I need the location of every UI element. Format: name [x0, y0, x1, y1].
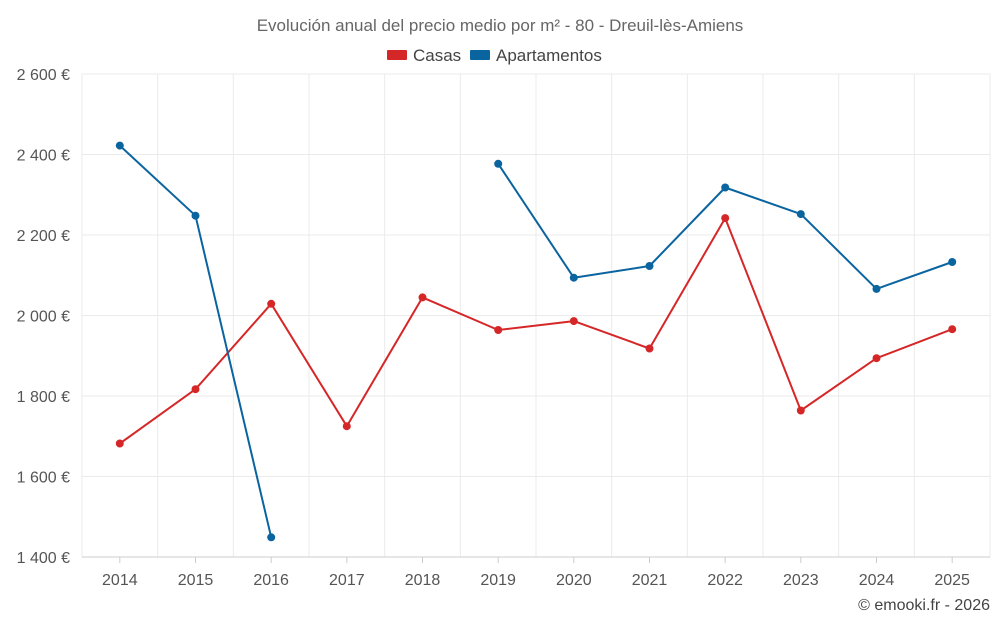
x-tick-label: 2024	[859, 572, 895, 589]
data-point-casas[interactable]	[645, 344, 654, 353]
x-tick-label: 2025	[934, 572, 970, 589]
x-tick-label: 2023	[783, 572, 819, 589]
data-point-casas[interactable]	[721, 214, 730, 223]
x-tick-label: 2015	[178, 572, 214, 589]
data-point-casas[interactable]	[872, 354, 881, 363]
data-point-casas[interactable]	[115, 439, 124, 448]
chart-title: Evolución anual del precio medio por m² …	[257, 16, 744, 35]
data-point-apartamentos[interactable]	[948, 258, 957, 266]
y-tick-label: 2 400 €	[17, 148, 70, 165]
data-point-casas[interactable]	[796, 406, 805, 415]
data-point-apartamentos[interactable]	[191, 211, 200, 220]
legend-swatch-apartamentos	[470, 50, 490, 60]
x-tick-label: 2014	[102, 572, 138, 589]
chart-credit: © emooki.fr - 2026	[858, 597, 990, 614]
data-point-casas[interactable]	[418, 293, 427, 302]
data-point-apartamentos[interactable]	[267, 533, 276, 542]
series-line-casas	[119, 217, 953, 445]
grid	[81, 73, 991, 557]
data-point-casas[interactable]	[569, 317, 578, 326]
series-line-apartamentos	[119, 144, 273, 538]
x-tick-label: 2020	[556, 572, 592, 589]
data-point-apartamentos[interactable]	[796, 210, 805, 219]
data-point-apartamentos[interactable]	[721, 183, 730, 192]
x-tick-label: 2017	[329, 572, 365, 589]
legend-swatch-casas	[387, 50, 407, 60]
data-point-casas[interactable]	[948, 325, 957, 334]
data-point-apartamentos[interactable]	[115, 141, 124, 150]
data-point-casas[interactable]	[191, 385, 200, 394]
series	[115, 141, 957, 542]
y-tick-label: 1 800 €	[17, 389, 70, 406]
x-tick-label: 2022	[707, 572, 743, 589]
x-tick-label: 2018	[405, 572, 441, 589]
x-tick-label: 2021	[632, 572, 668, 589]
x-tick-label: 2016	[253, 572, 289, 589]
data-point-apartamentos[interactable]	[569, 273, 578, 282]
data-point-casas[interactable]	[494, 326, 503, 334]
series-casas	[115, 214, 957, 448]
y-tick-label: 2 000 €	[17, 309, 70, 326]
series-line-apartamentos	[497, 163, 953, 290]
legend-label-casas: Casas	[413, 46, 461, 65]
data-point-apartamentos[interactable]	[872, 284, 881, 293]
y-tick-label: 2 200 €	[17, 228, 70, 245]
legend-item-apartamentos[interactable]: Apartamentos	[470, 46, 602, 65]
y-tick-label: 1 600 €	[17, 470, 70, 487]
series-apartamentos	[115, 141, 957, 542]
data-point-casas[interactable]	[267, 299, 276, 308]
legend-item-casas[interactable]: Casas	[387, 46, 461, 65]
axes: 1 400 € 1 600 € 1 800 € 2 000 € 2 200 € 2 400…	[17, 67, 990, 589]
legend-label-apartamentos: Apartamentos	[496, 46, 602, 65]
data-point-apartamentos[interactable]	[494, 159, 503, 168]
x-tick-label: 2019	[480, 572, 516, 589]
data-point-casas[interactable]	[342, 422, 351, 431]
y-tick-label: 2 600 €	[17, 67, 70, 84]
data-point-apartamentos[interactable]	[645, 262, 654, 270]
y-tick-label: 1 400 €	[17, 550, 70, 567]
legend: Casas Apartamentos	[387, 46, 602, 65]
